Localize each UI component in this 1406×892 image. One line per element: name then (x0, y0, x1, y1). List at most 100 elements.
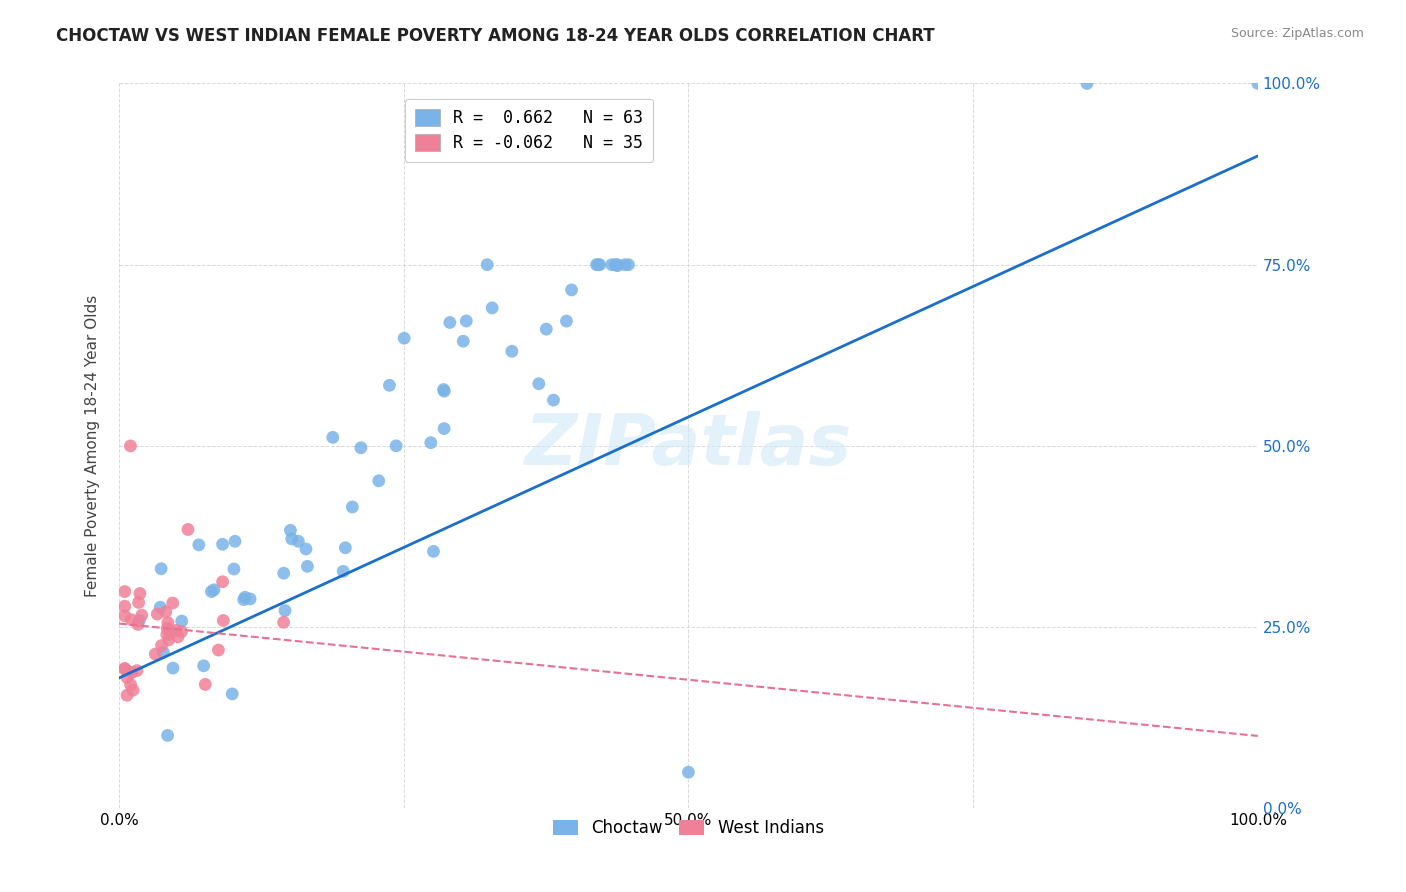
Point (193, 658, 215, 673)
Point (233, 591, 256, 605)
Point (114, 584, 136, 599)
Point (222, 562, 245, 576)
Point (433, 384, 456, 399)
Point (297, 559, 319, 574)
Point (335, 541, 357, 555)
Point (128, 595, 150, 609)
Point (1247, 77, 1270, 91)
Point (367, 474, 389, 488)
Point (451, 334, 474, 349)
Point (586, 258, 609, 272)
Legend: Choctaw, West Indians: Choctaw, West Indians (547, 813, 831, 844)
Point (332, 565, 354, 579)
Point (543, 393, 565, 408)
Point (162, 596, 184, 610)
Point (322, 430, 344, 444)
Point (422, 544, 444, 558)
Point (152, 645, 174, 659)
Point (121, 665, 143, 680)
Point (536, 322, 558, 336)
Point (280, 532, 302, 546)
Point (385, 439, 408, 453)
Point (177, 523, 200, 537)
Point (617, 258, 640, 272)
Point (439, 316, 461, 330)
Point (165, 624, 187, 638)
Point (194, 677, 217, 691)
Text: Source: ZipAtlas.com: Source: ZipAtlas.com (1230, 27, 1364, 40)
Point (146, 607, 169, 621)
Point (202, 582, 225, 597)
Point (419, 435, 441, 450)
Point (115, 671, 138, 685)
Point (350, 441, 373, 455)
Point (221, 687, 243, 701)
Point (120, 439, 142, 453)
Point (200, 584, 222, 599)
Point (212, 614, 235, 628)
Point (129, 586, 152, 600)
Point (678, 765, 700, 780)
Point (187, 538, 209, 552)
Point (481, 301, 503, 315)
Point (167, 630, 190, 644)
Point (239, 591, 262, 606)
Point (170, 624, 193, 639)
Point (114, 608, 136, 623)
Point (606, 259, 628, 273)
Point (159, 624, 181, 638)
Point (600, 258, 623, 272)
Text: CHOCTAW VS WEST INDIAN FEMALE POVERTY AMONG 18-24 YEAR OLDS CORRELATION CHART: CHOCTAW VS WEST INDIAN FEMALE POVERTY AM… (56, 27, 935, 45)
Point (156, 728, 179, 742)
Point (456, 314, 478, 328)
Point (114, 599, 136, 614)
Point (120, 678, 142, 692)
Point (156, 621, 179, 635)
Point (120, 613, 142, 627)
Y-axis label: Female Poverty Among 18-24 Year Olds: Female Poverty Among 18-24 Year Olds (86, 295, 100, 597)
Point (585, 258, 607, 272)
Point (122, 683, 145, 698)
Point (432, 383, 454, 397)
Point (150, 639, 173, 653)
Point (114, 661, 136, 675)
Point (613, 258, 636, 272)
Point (156, 627, 179, 641)
Text: ZIPatlas: ZIPatlas (524, 411, 852, 481)
Point (560, 283, 582, 297)
Point (555, 314, 578, 328)
Point (274, 604, 297, 618)
Point (211, 537, 233, 551)
Point (125, 664, 148, 678)
Point (287, 534, 309, 549)
Point (114, 662, 136, 676)
Point (156, 615, 179, 630)
Point (115, 688, 138, 702)
Point (527, 376, 550, 391)
Point (433, 421, 456, 435)
Point (273, 566, 295, 581)
Point (295, 541, 318, 556)
Point (150, 562, 173, 576)
Point (143, 647, 166, 661)
Point (162, 661, 184, 675)
Point (128, 614, 150, 628)
Point (280, 524, 302, 538)
Point (232, 592, 254, 607)
Point (131, 608, 153, 623)
Point (170, 614, 193, 628)
Point (501, 344, 523, 359)
Point (224, 534, 246, 549)
Point (1076, 77, 1098, 91)
Point (273, 615, 295, 630)
Point (606, 258, 628, 272)
Point (211, 574, 233, 589)
Point (378, 378, 401, 392)
Point (392, 331, 415, 345)
Point (342, 500, 364, 514)
Point (149, 600, 172, 615)
Point (605, 258, 627, 272)
Point (477, 258, 499, 272)
Point (155, 605, 177, 619)
Point (127, 617, 149, 632)
